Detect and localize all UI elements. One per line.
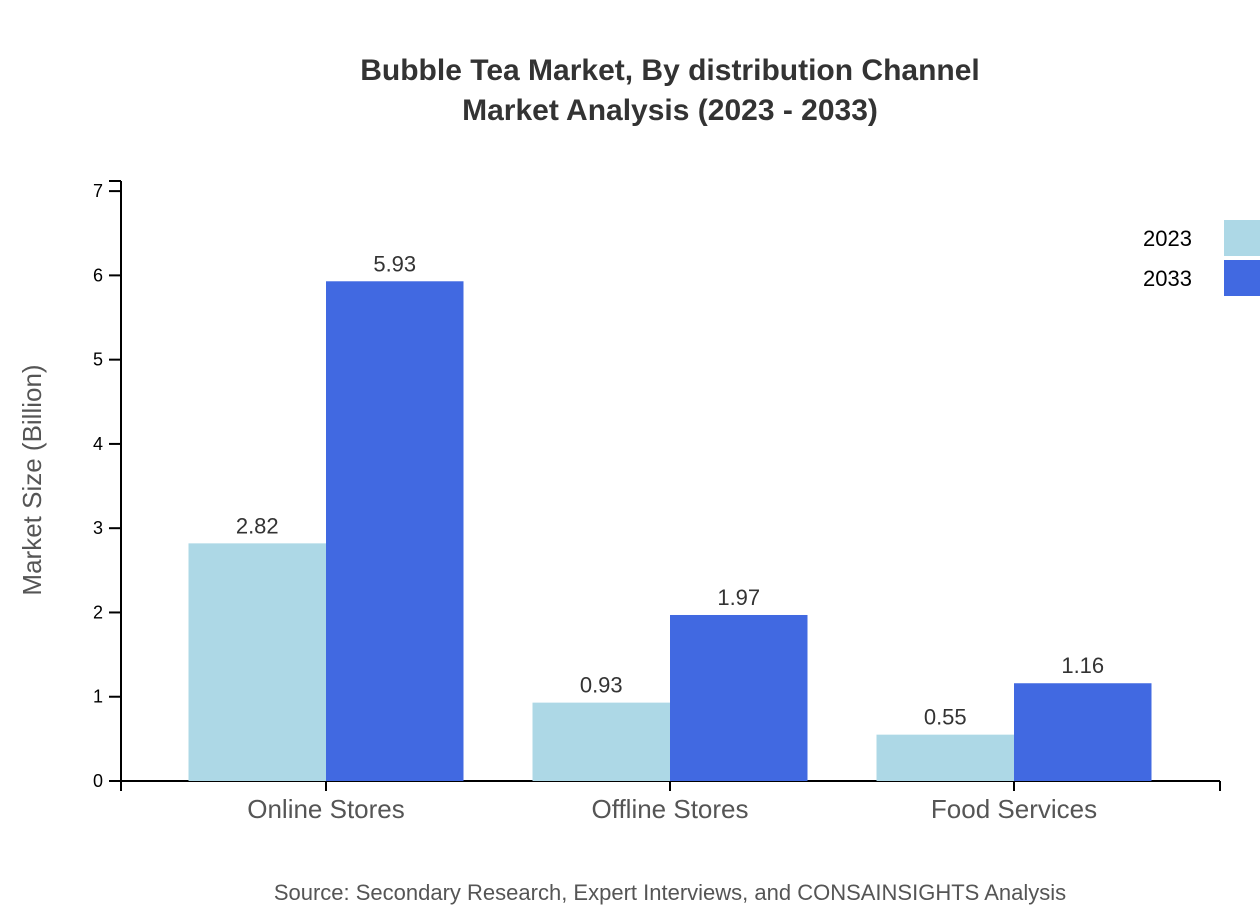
x-tick-label: Offline Stores: [591, 794, 748, 824]
y-tick-label: 5: [93, 350, 103, 370]
x-tick-label: Food Services: [931, 794, 1097, 824]
legend: 2023 2033: [1143, 220, 1260, 296]
y-tick-label: 0: [93, 771, 103, 791]
y-tick-label: 6: [93, 265, 103, 285]
x-tick-label: Online Stores: [247, 794, 405, 824]
data-label: 1.97: [717, 585, 760, 610]
bar-2033: [670, 614, 808, 781]
bar-2033: [1014, 683, 1152, 781]
data-label: 5.93: [373, 251, 416, 276]
y-tick-label: 4: [93, 434, 103, 454]
bar-2023: [188, 543, 326, 781]
data-label: 2.82: [236, 513, 279, 538]
data-label: 1.16: [1061, 653, 1104, 678]
data-label: 0.55: [924, 705, 967, 730]
bar-2023: [532, 702, 670, 781]
bar-2023: [876, 734, 1014, 781]
legend-label: 2033: [1143, 266, 1192, 291]
y-tick-label: 1: [93, 687, 103, 707]
bar-2033: [326, 281, 464, 781]
legend-label: 2023: [1143, 226, 1192, 251]
data-label: 0.93: [580, 673, 623, 698]
legend-swatch: [1224, 220, 1260, 256]
chart-title: Bubble Tea Market, By distribution Chann…: [360, 54, 980, 87]
y-tick-label: 2: [93, 602, 103, 622]
y-tick-label: 7: [93, 181, 103, 201]
source-note: Source: Secondary Research, Expert Inter…: [274, 880, 1066, 905]
chart-subtitle: Market Analysis (2023 - 2033): [462, 94, 878, 127]
y-axis-label: Market Size (Billion): [17, 364, 47, 595]
bars: 2.82 5.93 0.93 1.97 0.55 1.16: [188, 251, 1152, 781]
legend-swatch: [1224, 260, 1260, 296]
y-tick-label: 3: [93, 518, 103, 538]
